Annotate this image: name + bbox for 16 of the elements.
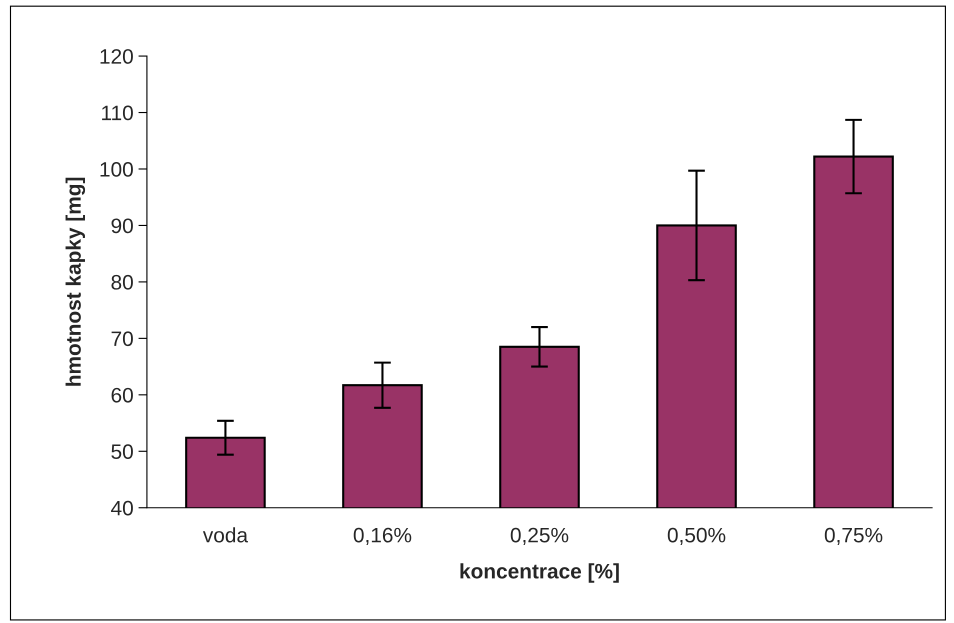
y-tick-label: 60 <box>112 388 133 403</box>
y-tick-label: 70 <box>112 331 133 346</box>
x-tick-label: 0,50% <box>668 528 726 545</box>
x-tick-label: 0,16% <box>354 528 412 545</box>
y-tick-label: 110 <box>102 106 133 120</box>
x-axis-title: koncentrace [%] <box>460 563 619 583</box>
y-tick-label: 80 <box>111 274 133 290</box>
y-tick-label: 90 <box>112 218 133 234</box>
y-tick-label: 40 <box>111 500 133 516</box>
x-tick-label: voda <box>202 527 248 542</box>
x-tick-label: 0,25% <box>510 528 568 545</box>
y-tick-label: 100 <box>100 162 133 177</box>
x-tick-label: 0,75% <box>824 528 882 545</box>
y-tick-label: 50 <box>111 444 133 460</box>
y-axis-title: hmotnost kapky [mg] <box>66 178 86 386</box>
y-tick-label: 120 <box>100 49 133 64</box>
